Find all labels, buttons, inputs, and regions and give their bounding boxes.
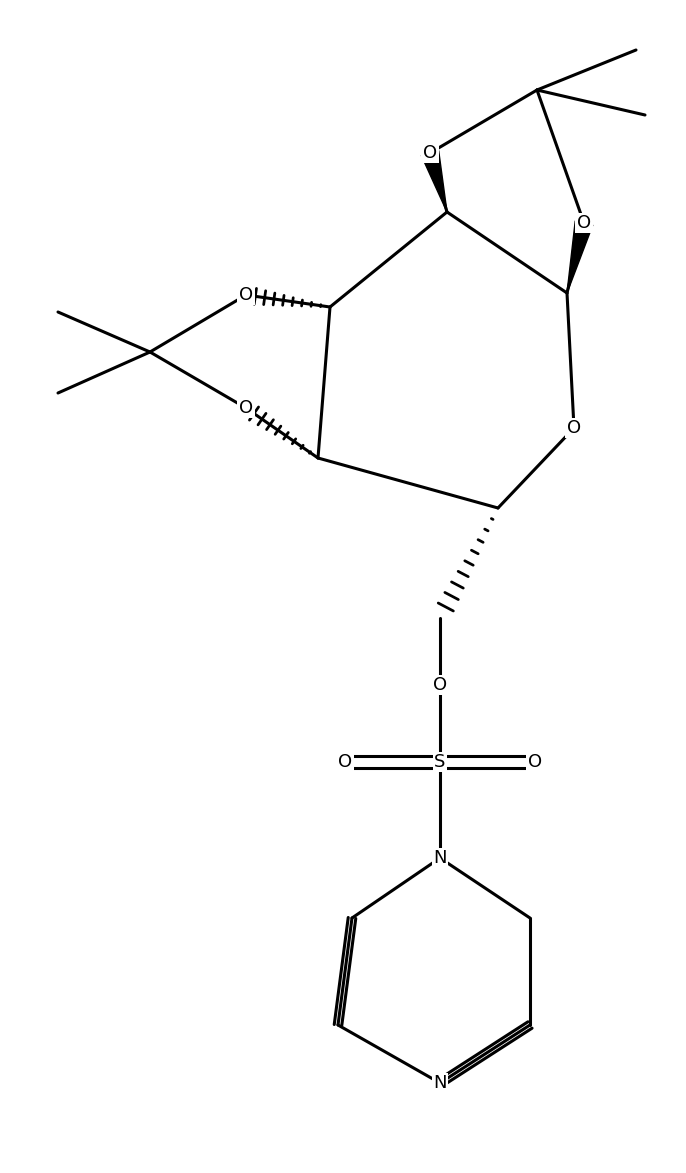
Polygon shape — [421, 150, 447, 212]
Text: O: O — [433, 676, 447, 694]
Text: O: O — [528, 753, 542, 771]
Text: O: O — [239, 286, 253, 304]
Text: S: S — [434, 753, 446, 771]
Text: O: O — [338, 753, 352, 771]
Text: O: O — [577, 213, 591, 232]
Text: O: O — [239, 399, 253, 416]
Polygon shape — [567, 221, 593, 293]
Text: O: O — [567, 419, 581, 438]
Text: O: O — [423, 144, 437, 162]
Text: N: N — [434, 849, 447, 867]
Text: N: N — [434, 1074, 447, 1092]
